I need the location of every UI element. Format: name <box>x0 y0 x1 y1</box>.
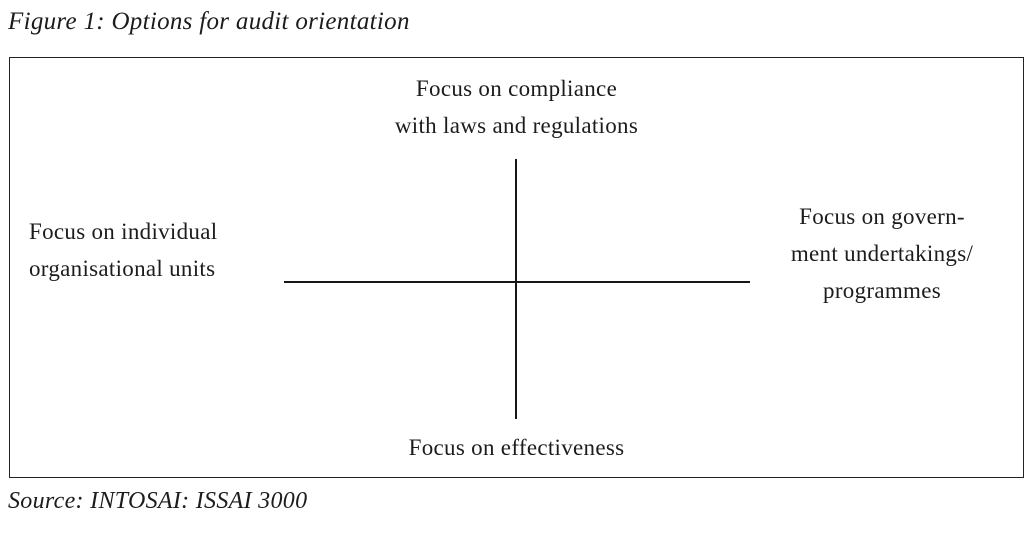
axis-label-top-line2: with laws and regulations <box>394 113 639 138</box>
figure-source: Source: INTOSAI: ISSAI 3000 <box>8 488 308 514</box>
diagram-frame: Focus on compliance with laws and regula… <box>9 57 1024 478</box>
axis-label-right: Focus on govern- ment undertakings/ prog… <box>738 198 1026 309</box>
axis-label-top: Focus on compliance with laws and regula… <box>10 70 1023 144</box>
axis-label-right-line1: Focus on govern- <box>799 204 965 229</box>
axis-label-bottom: Focus on effectiveness <box>408 435 625 460</box>
axis-label-top-line1: Focus on compliance <box>415 76 618 101</box>
horizontal-axis-line <box>284 281 750 283</box>
axis-label-right-line2: ment undertakings/ <box>790 241 974 266</box>
axis-label-right-line3: programmes <box>823 278 941 303</box>
axis-label-left-line1: Focus on individual <box>29 219 218 244</box>
figure-caption: Figure 1: Options for audit orientation <box>8 8 410 35</box>
axis-label-left: Focus on individual organisational units <box>29 213 217 287</box>
vertical-axis-line <box>515 159 517 419</box>
axis-label-left-line2: organisational units <box>29 256 216 281</box>
